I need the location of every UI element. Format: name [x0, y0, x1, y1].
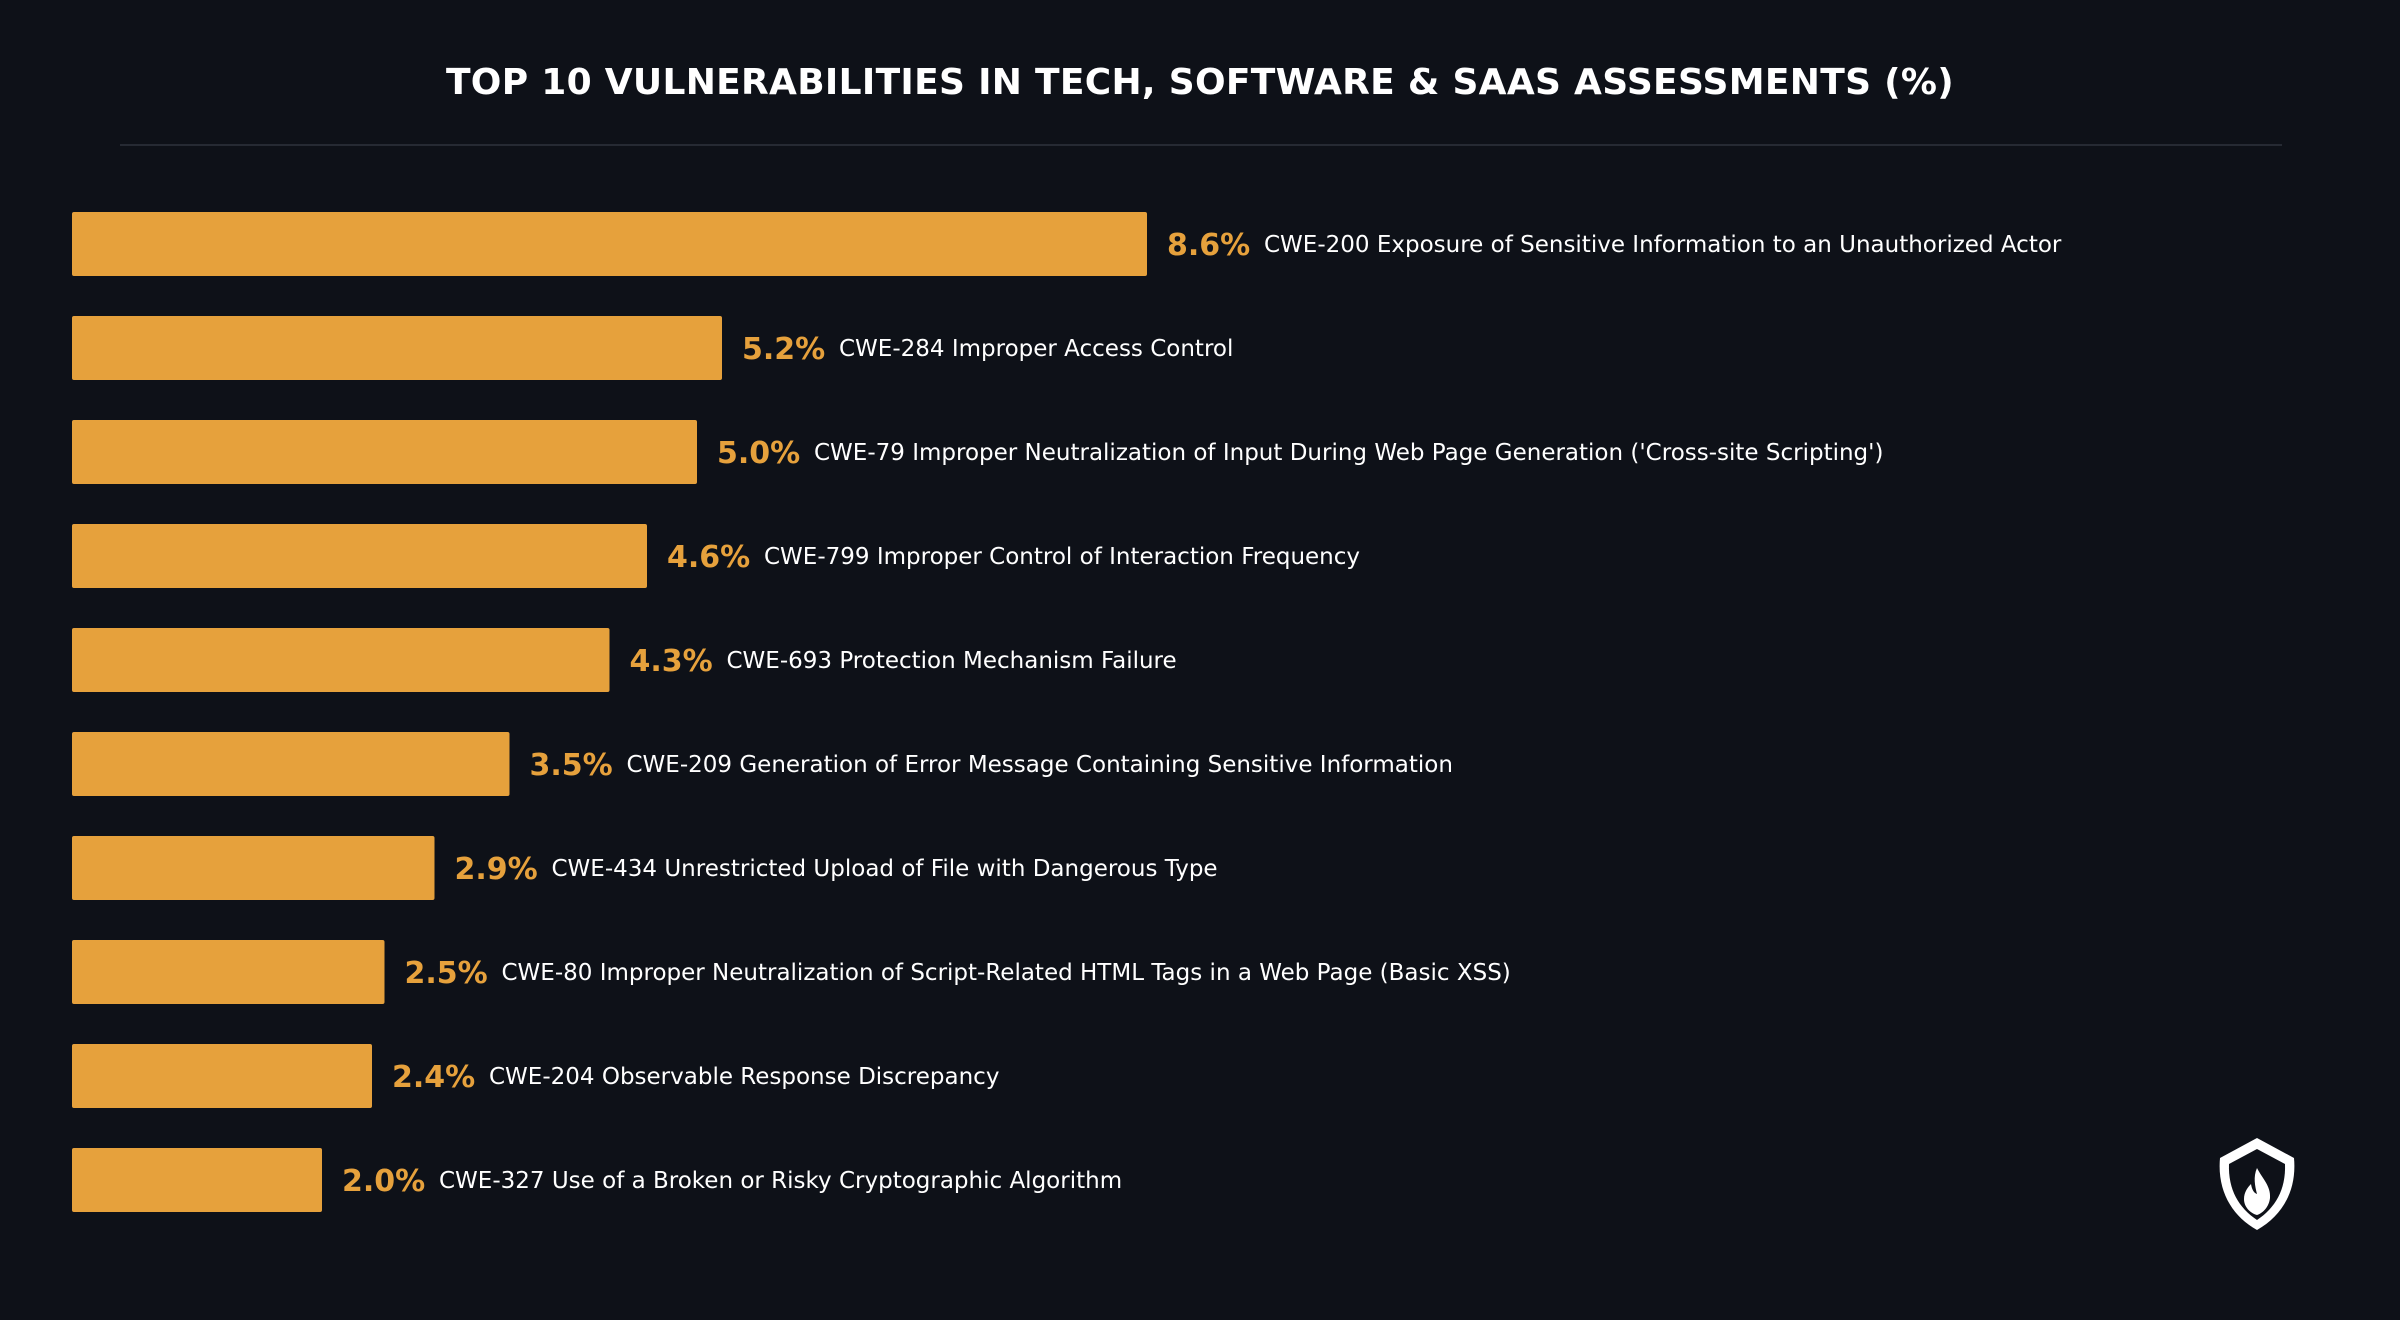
category-label-5: CWE-693 Protection Mechanism Failure	[727, 648, 1177, 674]
category-label-6: CWE-209 Generation of Error Message Cont…	[627, 752, 1453, 778]
value-label-10: 2.0%	[342, 1164, 425, 1199]
bar-8	[72, 940, 385, 1004]
value-label-8: 2.5%	[405, 956, 488, 991]
category-label-9: CWE-204 Observable Response Discrepancy	[489, 1064, 999, 1090]
category-label-10: CWE-327 Use of a Broken or Risky Cryptog…	[439, 1168, 1122, 1194]
chart-title: TOP 10 VULNERABILITIES IN TECH, SOFTWARE…	[445, 62, 1955, 103]
bar-9	[72, 1044, 372, 1108]
bar-2	[72, 316, 722, 380]
bar-3	[72, 420, 697, 484]
bar-7	[72, 836, 435, 900]
value-label-2: 5.2%	[742, 332, 825, 367]
category-label-7: CWE-434 Unrestricted Upload of File with…	[552, 856, 1218, 882]
bar-10	[72, 1148, 322, 1212]
bar-4	[72, 524, 647, 588]
shield-flame-icon	[2219, 1138, 2295, 1230]
category-label-1: CWE-200 Exposure of Sensitive Informatio…	[1264, 232, 2062, 258]
category-label-8: CWE-80 Improper Neutralization of Script…	[502, 960, 1511, 986]
value-label-3: 5.0%	[717, 436, 800, 471]
value-label-9: 2.4%	[392, 1060, 475, 1095]
value-label-7: 2.9%	[455, 852, 538, 887]
category-label-4: CWE-799 Improper Control of Interaction …	[764, 544, 1360, 570]
category-label-2: CWE-284 Improper Access Control	[839, 336, 1233, 362]
bar-5	[72, 628, 610, 692]
title-divider	[120, 144, 2282, 146]
value-label-4: 4.6%	[667, 540, 750, 575]
category-label-3: CWE-79 Improper Neutralization of Input …	[814, 440, 1883, 466]
bar-6	[72, 732, 510, 796]
bar-1	[72, 212, 1147, 276]
value-label-5: 4.3%	[630, 644, 713, 679]
value-label-6: 3.5%	[530, 748, 613, 783]
value-label-1: 8.6%	[1167, 228, 1250, 263]
